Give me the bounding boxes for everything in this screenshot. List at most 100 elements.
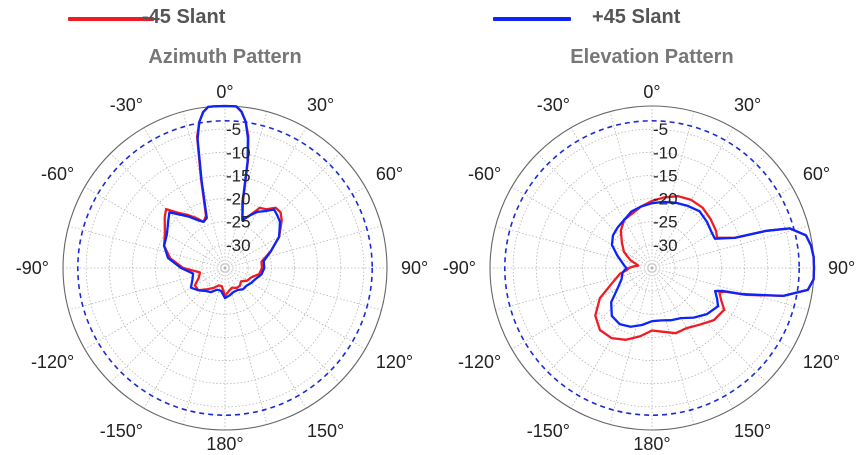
grid-spoke — [224, 111, 268, 269]
grid-ring — [132, 175, 318, 361]
grid-spoke — [84, 267, 226, 350]
grid-spoke — [143, 267, 226, 409]
radial-tick-label: -5 — [226, 120, 241, 139]
grid-ring — [155, 198, 295, 338]
reference-circle — [77, 120, 373, 416]
grid-spoke — [84, 186, 226, 269]
grid-spoke — [609, 111, 653, 269]
radial-tick-labels: -5 -10 -15 -20 -25 -30 — [653, 120, 678, 255]
radial-tick-labels: -5 -10 -15 -20 -25 -30 — [226, 120, 251, 255]
angle-tick-label: 0° — [216, 82, 233, 102]
angle-tick-label: 120° — [376, 352, 413, 372]
grid-spoke — [537, 267, 653, 383]
angle-tick-label: 60° — [803, 164, 830, 184]
angle-tick-label: 150° — [734, 421, 771, 441]
grid-spoke — [651, 267, 809, 311]
radial-tick-label: -10 — [226, 143, 251, 162]
legend-label-plus45: +45 Slant — [592, 6, 681, 28]
radial-tick-label: -30 — [653, 236, 678, 255]
grid-spoke — [224, 267, 382, 311]
radial-tick-label: -30 — [226, 236, 251, 255]
series-line-45-slant — [594, 195, 816, 341]
angle-tick-label: 180° — [206, 434, 243, 454]
grid-spoke — [651, 225, 809, 269]
legend-item-minus45: -45 Slant — [68, 6, 268, 30]
grid-spoke — [182, 111, 226, 269]
grid-spoke — [609, 267, 653, 425]
angle-tick-label: -90° — [443, 258, 476, 278]
legend-item-plus45: +45 Slant — [493, 6, 703, 30]
angle-tick-label: -150° — [527, 421, 570, 441]
grid-spoke — [224, 267, 307, 409]
grid-spoke — [224, 267, 340, 383]
grid-spoke — [143, 127, 226, 269]
angle-tick-label: -90° — [16, 258, 49, 278]
grid-ring — [512, 128, 792, 408]
radial-tick-label: -10 — [653, 143, 678, 162]
grid-spoke — [224, 267, 268, 425]
reference-circle — [504, 120, 800, 416]
radial-tick-label: -15 — [653, 166, 678, 185]
angle-tick-label: -150° — [100, 421, 143, 441]
legend: -45 Slant +45 Slant — [0, 0, 865, 34]
angle-tick-label: 90° — [828, 258, 855, 278]
radial-tick-label: -15 — [226, 166, 251, 185]
angle-tick-label: 30° — [307, 95, 334, 115]
radial-tick-label: -20 — [653, 190, 678, 209]
angle-tick-label: -30° — [110, 95, 143, 115]
angle-tick-label: 30° — [734, 95, 761, 115]
grid-spoke — [182, 267, 226, 425]
angle-tick-label: 120° — [803, 352, 840, 372]
polar-chart-elevation-pattern: Elevation Pattern -5 -10 -15 -20 -25 -30 0° 30° 6… — [443, 46, 855, 454]
polar-chart-azimuth-pattern: Azimuth Pattern -5 -10 -15 -20 -25 -30 0° 30° 60°… — [16, 46, 428, 454]
grid-spoke — [651, 267, 793, 350]
grid-spoke — [495, 225, 653, 269]
angle-tick-label: -120° — [31, 352, 74, 372]
angle-tick-label: -30° — [537, 95, 570, 115]
legend-label-minus45: -45 Slant — [142, 6, 226, 28]
angle-tick-label: 150° — [307, 421, 344, 441]
grid-spoke — [224, 153, 340, 269]
grid-spoke — [651, 111, 695, 269]
grid-ring — [582, 198, 722, 338]
angle-tick-label: -60° — [468, 164, 501, 184]
series-line-45-slant — [162, 104, 282, 300]
radial-tick-label: -5 — [653, 120, 668, 139]
grid-spoke — [537, 153, 653, 269]
angle-tick-label: 0° — [643, 82, 660, 102]
polar-grid — [63, 106, 387, 430]
grid-spoke — [495, 267, 653, 311]
angle-tick-labels: 0° 30° 60° 90° 120° 150° 180° -150° -120° -90° -60… — [16, 82, 428, 454]
chart-title: Azimuth Pattern — [148, 46, 301, 68]
angle-tick-label: -60° — [41, 164, 74, 184]
grid-spoke — [110, 267, 226, 383]
angle-tick-label: 180° — [633, 434, 670, 454]
radial-tick-label: -25 — [653, 213, 678, 232]
grid-spoke — [651, 186, 793, 269]
angle-tick-label: 60° — [376, 164, 403, 184]
polar-grid — [490, 106, 814, 430]
angle-tick-labels: 0° 30° 60° 90° 120° 150° 180° -150° -120° -90° -60… — [443, 82, 855, 454]
grid-spoke — [511, 186, 653, 269]
legend-swatch-minus45 — [68, 17, 154, 21]
grid-ring — [201, 244, 249, 292]
grid-spoke — [224, 225, 382, 269]
grid-spoke — [651, 153, 767, 269]
legend-swatch-plus45 — [493, 17, 571, 21]
grid-ring — [628, 244, 676, 292]
grid-spoke — [224, 267, 366, 350]
grid-spoke — [570, 127, 653, 269]
grid-spoke — [224, 186, 366, 269]
grid-spoke — [224, 127, 307, 269]
angle-tick-label: -120° — [458, 352, 501, 372]
chart-title: Elevation Pattern — [570, 46, 733, 68]
grid-ring — [559, 175, 745, 361]
grid-spoke — [511, 267, 653, 350]
grid-spoke — [68, 267, 226, 311]
angle-tick-label: 90° — [401, 258, 428, 278]
grid-spoke — [651, 127, 734, 269]
radial-tick-label: -20 — [226, 190, 251, 209]
grid-spoke — [651, 267, 695, 425]
